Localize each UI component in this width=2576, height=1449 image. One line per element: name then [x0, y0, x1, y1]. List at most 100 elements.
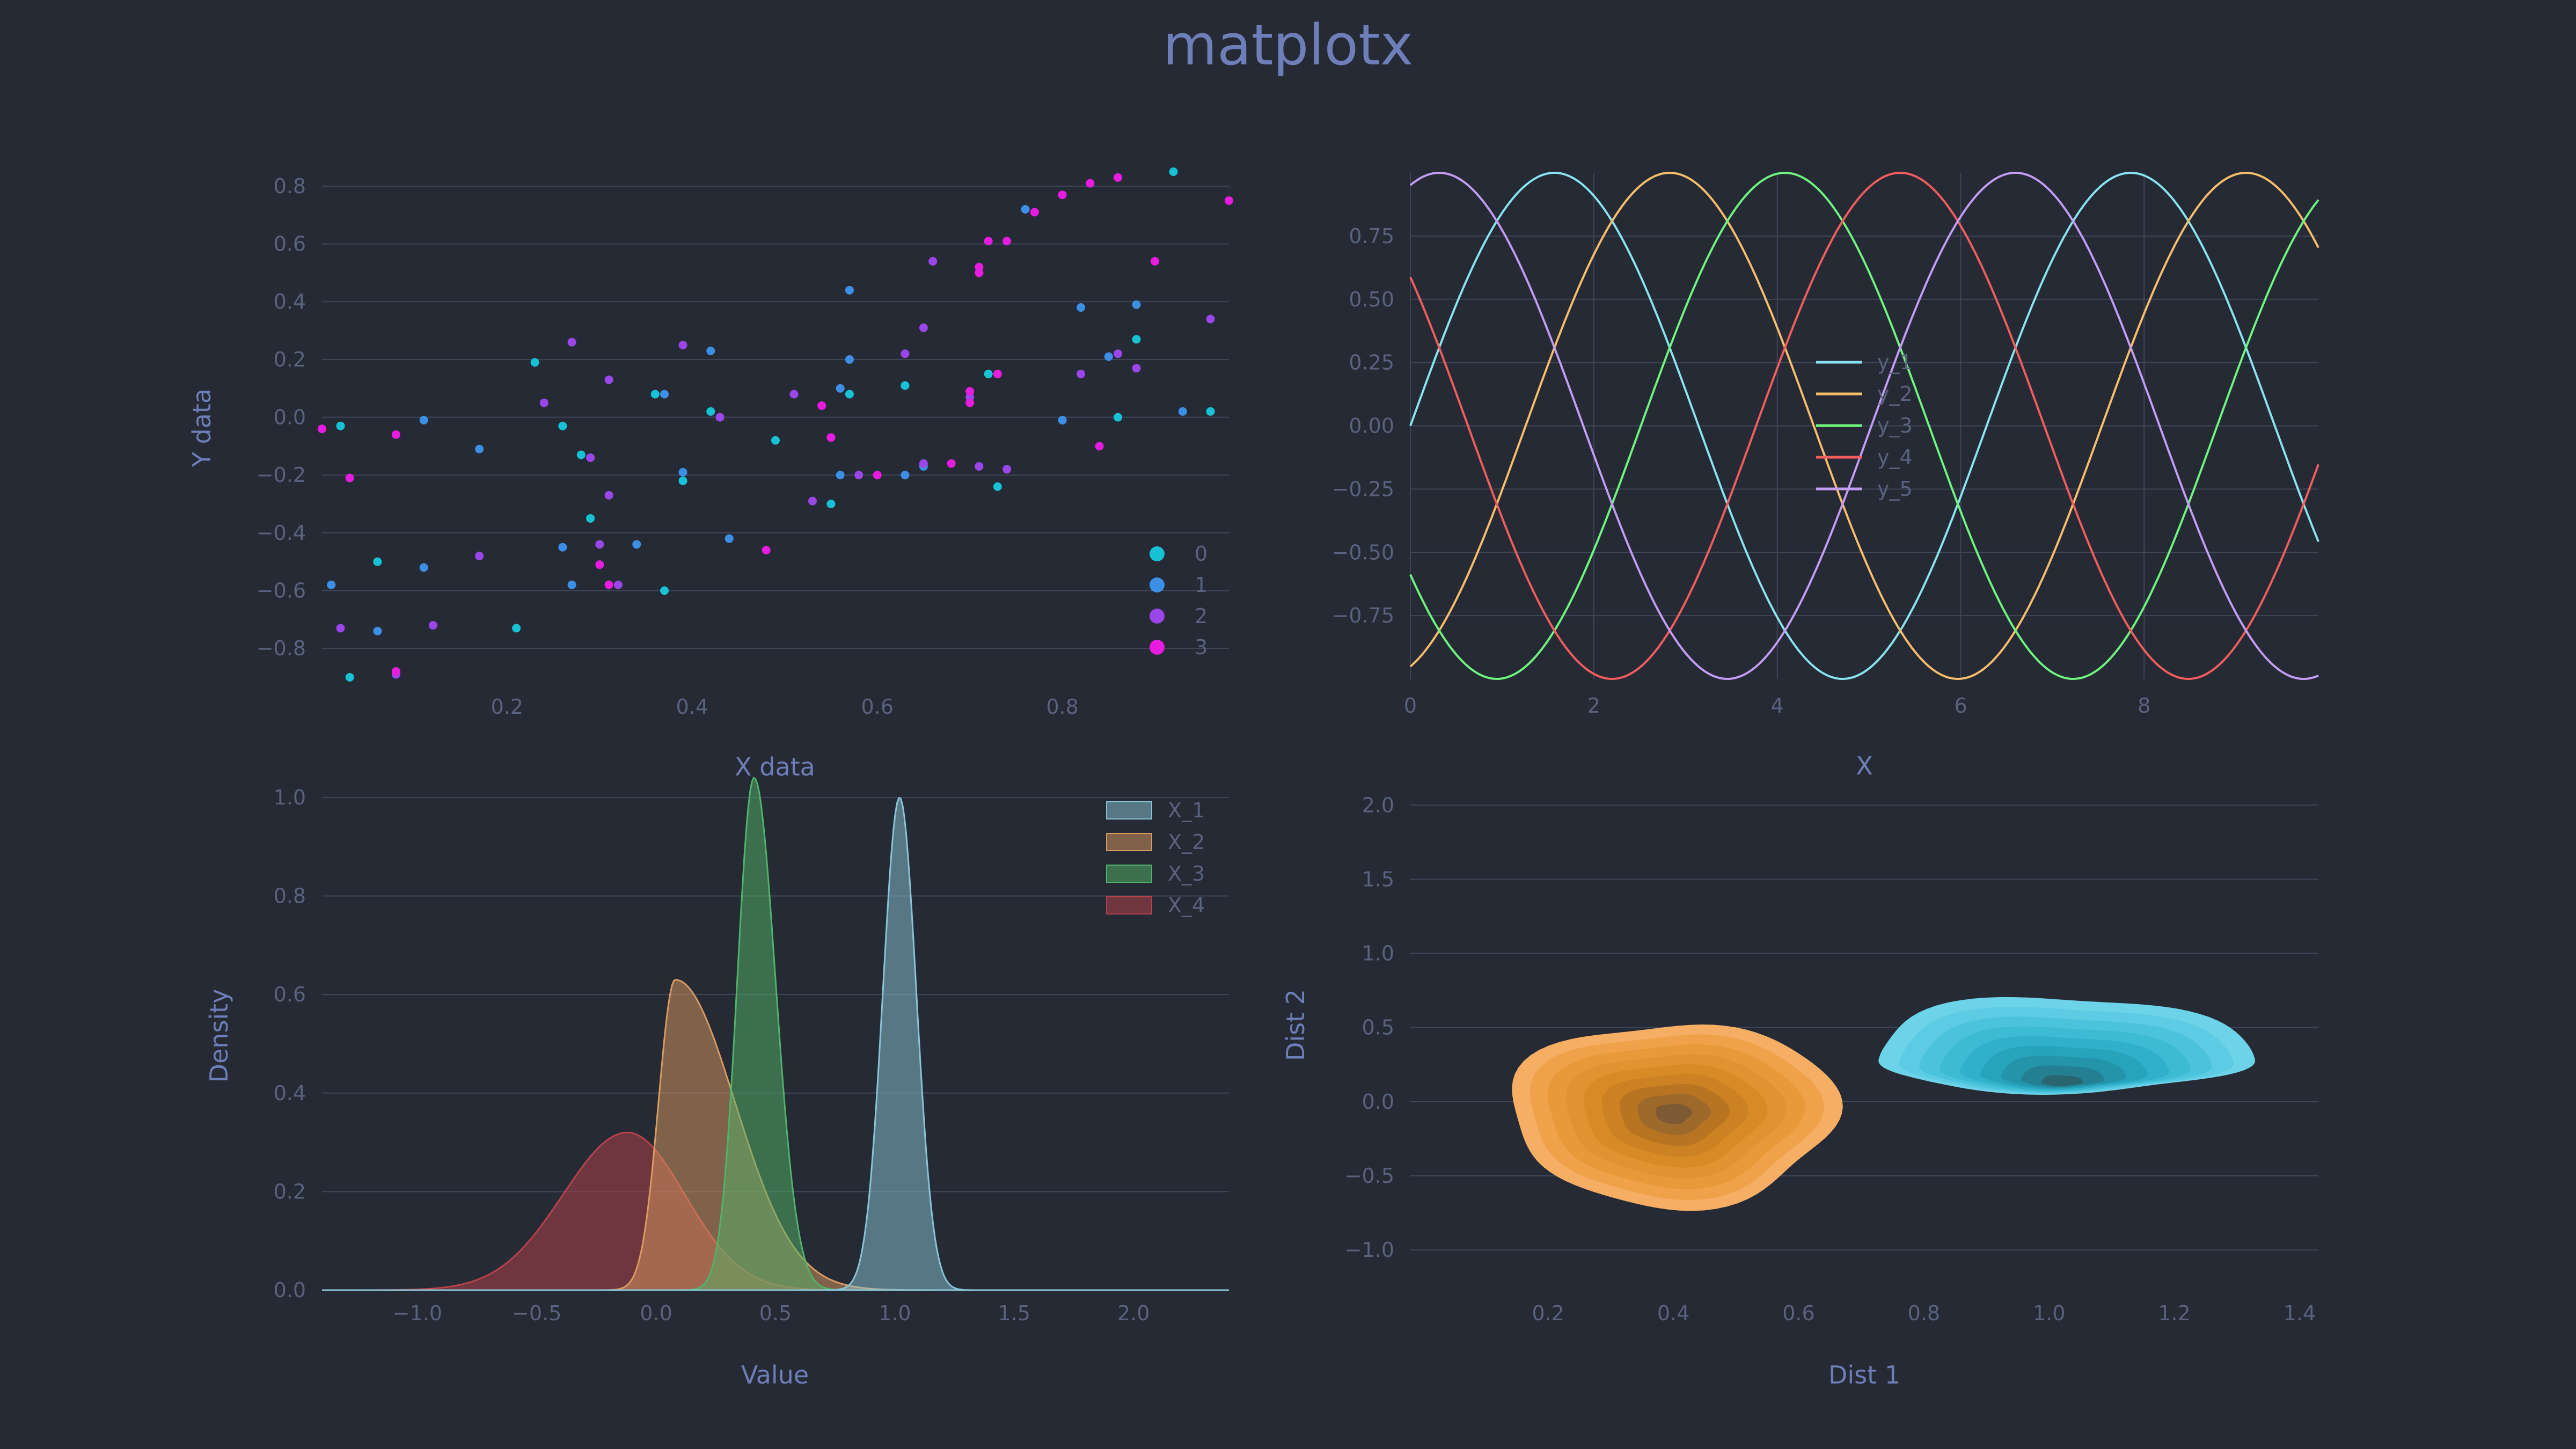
scatter-y-tick-label: −0.8: [257, 636, 306, 660]
scatter-point-series-1: [419, 563, 428, 572]
scatter-point-series-3: [595, 560, 604, 569]
scatter-x-tick-label: 0.2: [491, 695, 523, 719]
scatter-point-series-3: [993, 369, 1002, 378]
line-y-tick-label: 0.25: [1349, 351, 1394, 375]
line-panel: −0.75 −0.50 −0.25 0.00 0.25 0.50 0.75 0 2 4 6 8 y_1…: [1332, 171, 2319, 780]
scatter-point-series-1: [1104, 352, 1113, 361]
scatter-point-series-2: [928, 257, 938, 266]
kde-x-tick-label: 0.8: [1908, 1301, 1940, 1325]
scatter-point-series-2: [975, 462, 984, 471]
density-x-tick-label: −1.0: [393, 1301, 442, 1325]
density-y-tick-label: 0.8: [274, 884, 306, 908]
scatter-point-series-3: [1095, 442, 1104, 451]
line-series-y_5: [1409, 171, 2319, 680]
scatter-point-series-0: [373, 557, 382, 566]
line-x-tick-label: 4: [1771, 694, 1784, 718]
scatter-point-series-3: [1225, 196, 1233, 205]
scatter-point-series-2: [567, 338, 576, 347]
scatter-point-series-3: [345, 473, 354, 482]
scatter-point-series-3: [965, 398, 975, 407]
scatter-point-series-3: [604, 580, 613, 589]
line-y-tick-label: 0.75: [1349, 224, 1394, 248]
scatter-point-series-1: [845, 355, 854, 364]
scatter-point-series-3: [1030, 208, 1039, 217]
scatter-point-series-0: [678, 476, 687, 485]
line-y-tick-label: −0.75: [1332, 604, 1394, 627]
density-area-X_1: [322, 797, 1229, 1291]
density-areas: [322, 777, 1229, 1291]
scatter-point-series-3: [318, 425, 326, 434]
kde-x-axis-label: Dist 1: [1828, 1360, 1900, 1389]
scatter-point-series-3: [947, 459, 956, 468]
scatter-y-tick-label: 0.4: [274, 290, 306, 313]
density-x-tick-label: 2.0: [1117, 1301, 1150, 1325]
scatter-point-series-3: [1086, 179, 1095, 188]
kde-ticks: −1.0 −0.5 0.0 0.5 1.0 1.5 2.0 0.2 0.4 0.6 0.8 1.0 1.…: [1345, 793, 2316, 1325]
line-y-tick-label: −0.25: [1332, 477, 1394, 501]
density-legend-label: X_2: [1168, 830, 1205, 854]
scatter-point-series-1: [678, 467, 687, 477]
scatter-point-series-3: [391, 667, 400, 676]
line-y-tick-label: −0.50: [1332, 540, 1394, 564]
density-x-axis-label: Value: [741, 1360, 809, 1389]
scatter-points: [318, 167, 1233, 682]
scatter-y-tick-label: −0.2: [257, 463, 306, 487]
scatter-point-series-2: [901, 349, 910, 358]
scatter-point-series-1: [419, 415, 428, 425]
scatter-point-series-2: [586, 453, 595, 462]
scatter-y-tick-label: 0.6: [274, 232, 306, 256]
scatter-legend-marker-3: [1150, 640, 1165, 655]
scatter-point-series-3: [391, 430, 400, 439]
scatter-point-series-2: [919, 323, 928, 332]
scatter-point-series-1: [901, 471, 910, 480]
scatter-legend-marker-0: [1150, 546, 1165, 561]
scatter-x-axis-label: X data: [735, 752, 815, 781]
line-x-tick-label: 2: [1587, 694, 1600, 718]
line-y-tick-label: 0.50: [1349, 288, 1394, 311]
line-series-y_4: [1409, 171, 2319, 680]
scatter-point-series-2: [1002, 465, 1012, 474]
scatter-point-series-2: [336, 624, 345, 633]
scatter-point-series-3: [975, 262, 984, 272]
scatter-point-series-2: [678, 340, 687, 349]
kde-y-tick-label: 2.0: [1362, 793, 1394, 817]
kde-x-tick-label: 1.0: [2033, 1301, 2065, 1325]
scatter-point-series-0: [1132, 335, 1141, 344]
kde-y-tick-label: 0.5: [1362, 1016, 1394, 1040]
kde-y-tick-label: 1.0: [1362, 942, 1394, 965]
scatter-legend: 0 1 2 3: [1150, 542, 1208, 659]
scatter-point-series-0: [336, 421, 345, 430]
density-y-tick-label: 0.2: [274, 1180, 306, 1203]
scatter-point-series-0: [984, 369, 993, 378]
scatter-point-series-0: [576, 450, 586, 459]
kde-contours: [1512, 997, 2256, 1211]
density-y-tick-label: 1.0: [274, 786, 306, 809]
scatter-point-series-2: [1132, 364, 1141, 373]
scatter-point-series-2: [475, 551, 484, 560]
line-legend: y_1 y_2 y_3 y_4 y_5: [1816, 350, 1913, 501]
scatter-y-tick-label: 0.2: [274, 348, 306, 371]
line-x-tick-label: 6: [1954, 694, 1967, 718]
kde-panel: −1.0 −0.5 0.0 0.5 1.0 1.5 2.0 0.2 0.4 0.6 0.8 1.0 1.…: [1281, 793, 2318, 1389]
density-legend-label: X_3: [1168, 862, 1205, 885]
kde-contour-level-1-8: [2041, 1075, 2083, 1086]
scatter-point-series-2: [854, 471, 863, 480]
line-x-tick-label: 8: [2138, 694, 2150, 718]
kde-x-tick-label: 0.4: [1657, 1301, 1689, 1325]
scatter-point-series-1: [632, 540, 641, 549]
scatter-point-series-2: [613, 580, 623, 589]
scatter-point-series-0: [771, 436, 780, 445]
scatter-y-tick-label: 0.8: [274, 174, 306, 198]
scatter-point-series-1: [845, 286, 854, 295]
scatter-point-series-2: [1206, 314, 1215, 324]
scatter-point-series-3: [984, 237, 993, 246]
scatter-point-series-1: [724, 534, 734, 543]
line-series-y_2: [1409, 171, 2319, 680]
line-legend-label: y_1: [1877, 350, 1913, 374]
scatter-point-series-2: [595, 540, 604, 549]
scatter-point-series-0: [901, 381, 910, 390]
scatter-point-series-2: [428, 621, 437, 630]
density-panel: 0.0 0.2 0.4 0.6 0.8 1.0 −1.0 −0.5 0.0 0.5 1.0 1.5 2.…: [204, 777, 1229, 1389]
